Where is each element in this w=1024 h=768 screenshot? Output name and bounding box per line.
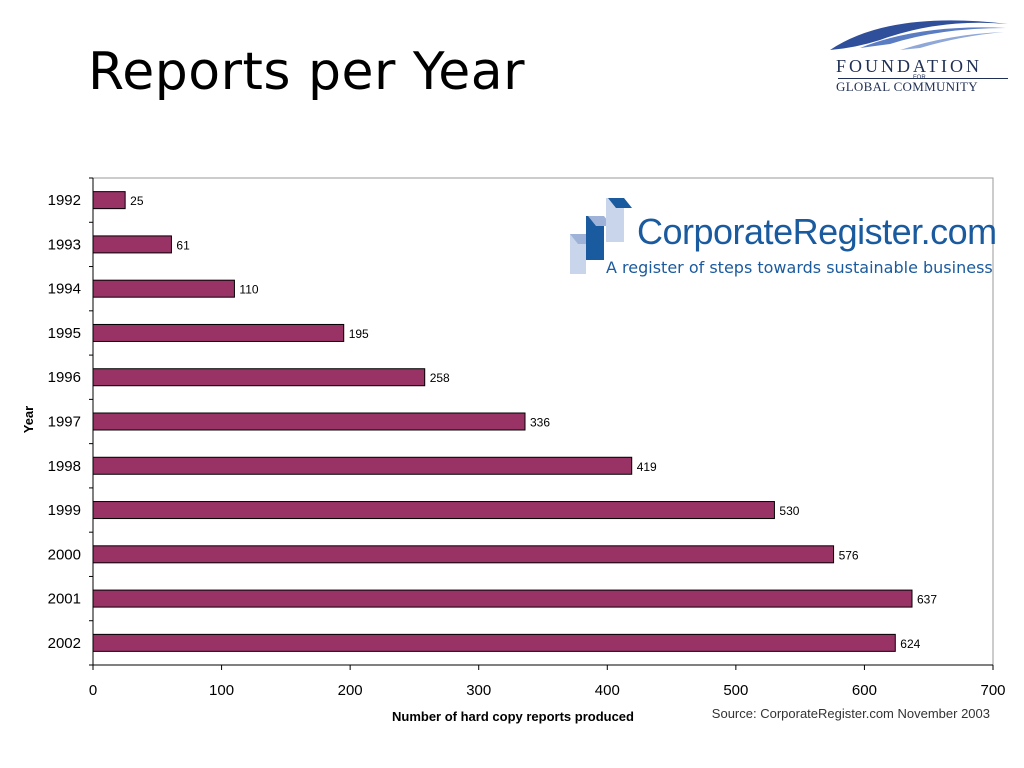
data-label: 110 [239, 283, 258, 297]
logo-global-community-text: GLOBAL COMMUNITY [836, 79, 978, 94]
data-label: 530 [779, 504, 799, 518]
data-label: 25 [130, 194, 144, 208]
y-tick-label: 1997 [48, 414, 81, 431]
y-axis-label: Year [21, 406, 36, 433]
x-axis-label: Number of hard copy reports produced [392, 709, 634, 724]
bar [92, 456, 633, 475]
bar [92, 545, 835, 564]
foundation-logo: FOUNDATION FOR GLOBAL COMMUNITY [820, 10, 1012, 94]
y-tick-label: 1993 [48, 236, 81, 253]
y-tick-label: 1999 [48, 502, 81, 519]
y-tick-label: 1994 [48, 281, 81, 298]
data-label: 419 [637, 460, 657, 474]
logo-foundation-text: FOUNDATION [836, 56, 982, 76]
logo-corporate-register-name: CorporateRegister.com [637, 211, 997, 252]
logo-rule [838, 78, 1008, 79]
source-note: Source: CorporateRegister.com November 2… [712, 706, 990, 721]
x-tick-label: 600 [852, 682, 877, 699]
bar [92, 323, 345, 342]
logo-tagline: A register of steps towards sustainable … [606, 258, 993, 277]
data-label: 195 [349, 327, 369, 341]
x-tick-label: 200 [338, 682, 363, 699]
bar [92, 279, 235, 298]
y-tick-label: 2001 [48, 591, 81, 608]
x-tick-label: 700 [980, 682, 1005, 699]
bar [92, 191, 126, 210]
y-tick-label: 2000 [48, 546, 81, 563]
corporate-register-logo: CorporateRegister.com A register of step… [560, 180, 997, 284]
y-tick-label: 1996 [48, 369, 81, 386]
y-tick-label: 2002 [48, 635, 81, 652]
y-tick-label: 1998 [48, 458, 81, 475]
x-tick-label: 400 [595, 682, 620, 699]
x-tick-label: 500 [723, 682, 748, 699]
y-tick-label: 1995 [48, 325, 81, 342]
y-tick-label: 1992 [48, 192, 81, 209]
data-label: 258 [430, 371, 450, 385]
x-tick-label: 100 [209, 682, 234, 699]
data-label: 61 [176, 238, 190, 252]
x-tick-label: 300 [466, 682, 491, 699]
slide-title: Reports per Year [88, 42, 525, 102]
logo-for-text: FOR [913, 75, 926, 81]
bar [92, 633, 896, 652]
bar [92, 501, 775, 520]
bar [92, 235, 172, 254]
swoosh-logo-icon [830, 20, 1008, 50]
data-label: 624 [900, 637, 920, 651]
data-label: 637 [917, 593, 937, 607]
bar [92, 589, 913, 608]
data-label: 336 [530, 416, 550, 430]
bar [92, 412, 526, 431]
data-label: 576 [839, 548, 859, 562]
steps-logo-icon [570, 198, 632, 274]
x-tick-label: 0 [89, 682, 97, 699]
bar [92, 368, 426, 387]
